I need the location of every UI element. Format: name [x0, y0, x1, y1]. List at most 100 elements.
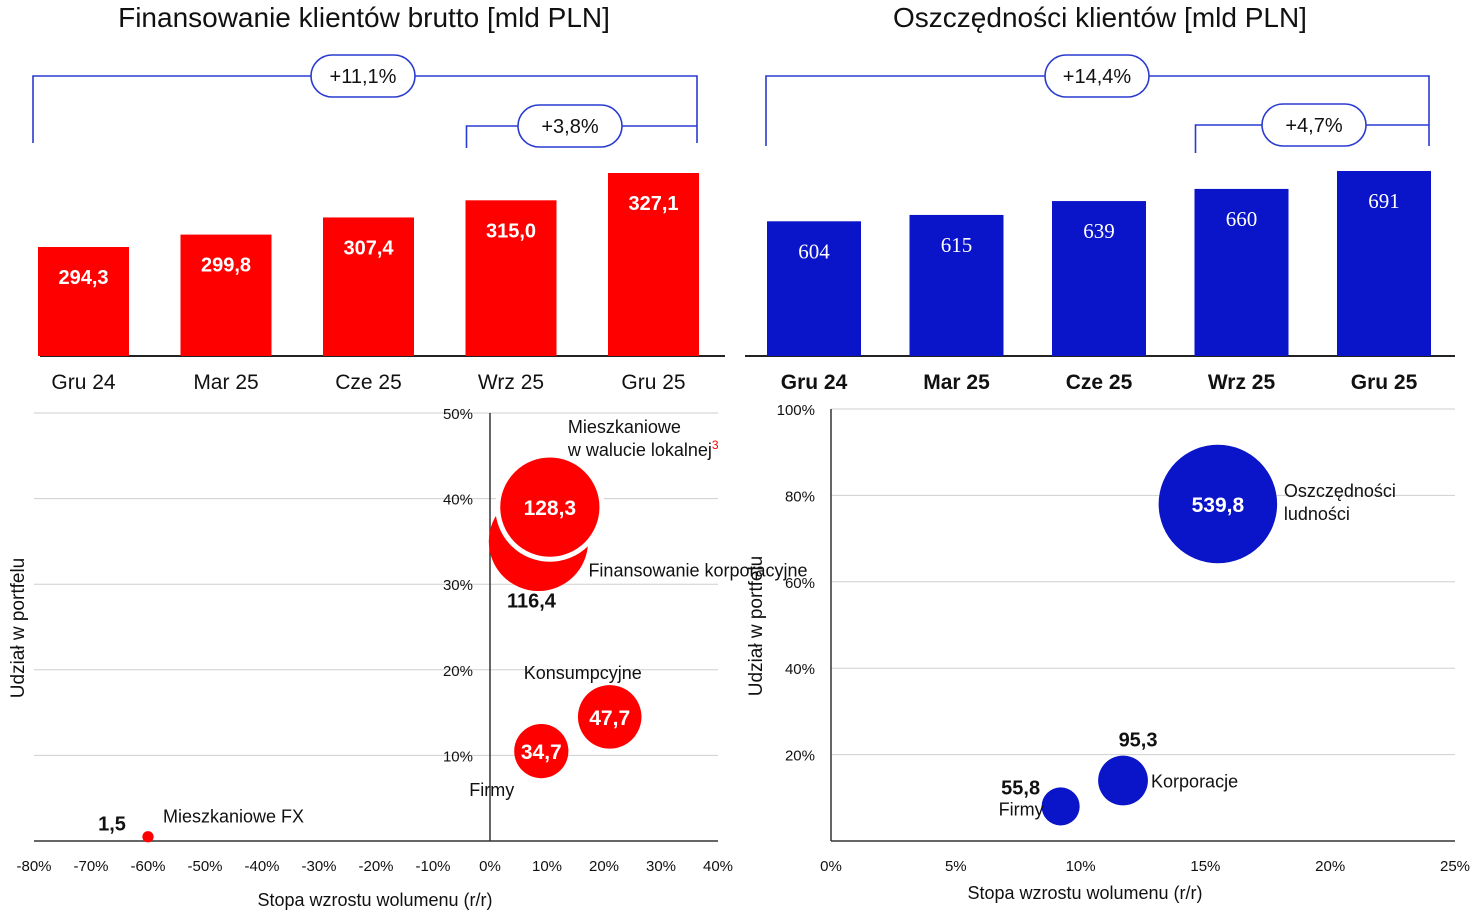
deposits-bubble-chart: 20% 40% 60% 80% 100% 0% 5% 10% 15% 20% 25% Stopa wz…: [746, 402, 1470, 903]
loans-bar: [608, 173, 699, 356]
loans-bubble-y-tick-label: 40%: [443, 492, 473, 509]
deposits-bubble-x-tick-label: 15%: [1190, 858, 1220, 875]
loans-bubble-y-tick-label: 10%: [443, 748, 473, 765]
loans-bar-value: 327,1: [628, 193, 678, 215]
loans-bubble-x-tick-label: 0%: [479, 858, 501, 875]
deposits-bubble-bubble-label: Oszczędności: [1284, 481, 1396, 501]
loans-bubble-y-tick-label: 50%: [443, 406, 473, 423]
loans-bubble-bubble: [577, 685, 642, 749]
loans-bar-value: 307,4: [343, 237, 394, 259]
deposits-bracket-total-label: +14,4%: [1063, 66, 1132, 88]
deposits-category-label: Wrz 25: [1208, 371, 1276, 394]
loans-bubble-bubble-label: Firmy: [469, 780, 514, 800]
deposits-category-label: Gru 25: [1351, 371, 1418, 394]
deposits-bubble-x-tick-label: 25%: [1440, 858, 1470, 875]
loans-bar-value: 315,0: [486, 220, 536, 242]
deposits-bar: [1337, 171, 1431, 356]
loans-bubble-x-tick-label: -70%: [73, 858, 108, 875]
loans-bracket-quarter-label: +3,8%: [541, 116, 598, 138]
deposits-bar-value: 615: [941, 233, 973, 257]
loans-bar-value: 294,3: [58, 267, 108, 289]
deposits-bubble-bubble-value: 55,8: [1001, 777, 1040, 799]
loans-bubble-x-tick-label: 30%: [646, 858, 676, 875]
loans-bubble-bubble-value: 116,4: [507, 590, 557, 612]
deposits-category-label: Gru 24: [781, 371, 848, 394]
loans-bubble-x-tick-label: 40%: [703, 858, 733, 875]
deposits-bubble-bubble-value: 539,8: [1192, 494, 1245, 517]
deposits-category-label: Mar 25: [923, 371, 990, 394]
loans-bar: [323, 217, 414, 356]
deposits-bubble-bubble-label: Korporacje: [1151, 772, 1238, 792]
deposits-bubble-bubble-label: Firmy: [999, 799, 1044, 819]
deposits-bar-value: 604: [798, 239, 830, 263]
loans-bracket-total-label: +11,1%: [330, 66, 397, 88]
loans-bar-value: 299,8: [201, 255, 251, 277]
deposits-bracket-quarter-pill: [1261, 103, 1367, 147]
deposits-bubble-bubble: [1041, 787, 1080, 826]
loans-bubble-chart: 10%20%30%40%50%-80% -70% -60% -50% -40% -30% -…: [8, 406, 808, 910]
loans-bubble-x-axis-label: Stopa wzrostu wolumenu (r/r): [257, 890, 492, 910]
deposits-bubble-bubble-label: ludności: [1284, 504, 1350, 524]
loans-bar: [465, 200, 557, 356]
loans-bubble-footnote: 3: [712, 438, 719, 452]
loans-category-label: Cze 25: [335, 371, 402, 394]
loans-bracket-total-pill: [310, 54, 416, 98]
deposits-bubble-y-tick-label: 100%: [777, 402, 815, 419]
loans-bubble-x-tick-label: -80%: [16, 858, 51, 875]
loans-bubble-bubble-label: w walucie lokalnej3: [567, 438, 719, 460]
loans-bubble-bubble-label: Finansowanie korporacyjne: [588, 560, 807, 580]
deposits-chart: 604 Gru 24 615 Mar 25 639 Cze 25 660 Wrz 25 691 G…: [745, 54, 1455, 394]
deposits-bubble-bubble: [1098, 755, 1148, 806]
deposits-bubble-bubble-value: 95,3: [1119, 730, 1158, 752]
loans-bracket-quarter-pill: [517, 104, 623, 148]
loans-bubble-y-axis-label: Udział w portfelu: [8, 558, 29, 698]
deposits-bubble-x-tick-label: 20%: [1315, 858, 1345, 875]
loans-bubble-y-tick-label: 30%: [443, 577, 473, 594]
deposits-bubble-x-tick-label: 10%: [1066, 858, 1096, 875]
loans-bubble-bubble-value: 1,5: [98, 814, 126, 836]
deposits-bubble-y-tick-label: 20%: [785, 748, 815, 765]
loans-bubble-x-tick-label: -40%: [244, 858, 279, 875]
loans-bubble-bubble-value: 47,7: [589, 707, 630, 730]
loans-bubble-bubble-value: 34,7: [521, 741, 562, 764]
loans-bubble-bubble: [514, 724, 569, 779]
deposits-bubble-y-tick-label: 80%: [785, 488, 815, 505]
deposits-bar: [1052, 201, 1146, 356]
loans-bubble-x-tick-label: -10%: [415, 858, 450, 875]
loans-bubble-bubble-label: Konsumpcyjne: [524, 663, 642, 683]
loans-bubble-x-tick-label: -60%: [130, 858, 165, 875]
deposits-bubble-y-axis-label: Udział w portfelu: [746, 556, 767, 696]
loans-chart: 294,3 Gru 24 299,8 Mar 25 307,4 Cze 25 315,0 Wr…: [32, 54, 725, 394]
loans-bubble-bubble: [495, 452, 605, 562]
deposits-bracket-total-pill: [1044, 54, 1150, 98]
loans-bubble-x-tick-label: -20%: [358, 858, 393, 875]
loans-bubble-x-tick-label: -30%: [301, 858, 336, 875]
deposits-bubble-y-tick-label: 60%: [785, 575, 815, 592]
loans-bubble-bubble: [142, 831, 154, 843]
deposits-bar: [1194, 188, 1289, 356]
deposits-bubble-x-tick-label: 0%: [820, 858, 842, 875]
left-chart-title: Finansowanie klientów brutto [mld PLN]: [118, 2, 610, 33]
loans-category-label: Mar 25: [193, 371, 258, 394]
deposits-bracket-quarter-label: +4,7%: [1285, 115, 1342, 137]
deposits-category-label: Cze 25: [1066, 371, 1133, 394]
loans-bubble-x-tick-label: -50%: [187, 858, 222, 875]
deposits-bubble-x-axis-label: Stopa wzrostu wolumenu (r/r): [967, 883, 1202, 903]
loans-bar: [180, 234, 272, 356]
loans-bubble-x-tick-label: 10%: [532, 858, 562, 875]
deposits-bar-value: 660: [1226, 207, 1258, 231]
deposits-bar-value: 691: [1368, 189, 1400, 213]
deposits-bar: [767, 221, 861, 356]
loans-bubble-bubble-label: Mieszkaniowe: [568, 417, 681, 437]
right-chart-title: Oszczędności klientów [mld PLN]: [893, 2, 1307, 33]
deposits-bubble-y-tick-label: 40%: [785, 661, 815, 678]
loans-bar: [38, 247, 129, 356]
loans-bubble-y-tick-label: 20%: [443, 663, 473, 680]
loans-category-label: Gru 24: [51, 371, 116, 394]
loans-bubble-x-tick-label: 20%: [589, 858, 619, 875]
loans-category-label: Gru 25: [621, 371, 685, 394]
deposits-bubble-bubble: [1158, 444, 1278, 564]
deposits-bar: [909, 214, 1004, 356]
loans-bubble-bubble-label: Mieszkaniowe FX: [163, 807, 304, 827]
deposits-bar-value: 639: [1083, 219, 1115, 243]
